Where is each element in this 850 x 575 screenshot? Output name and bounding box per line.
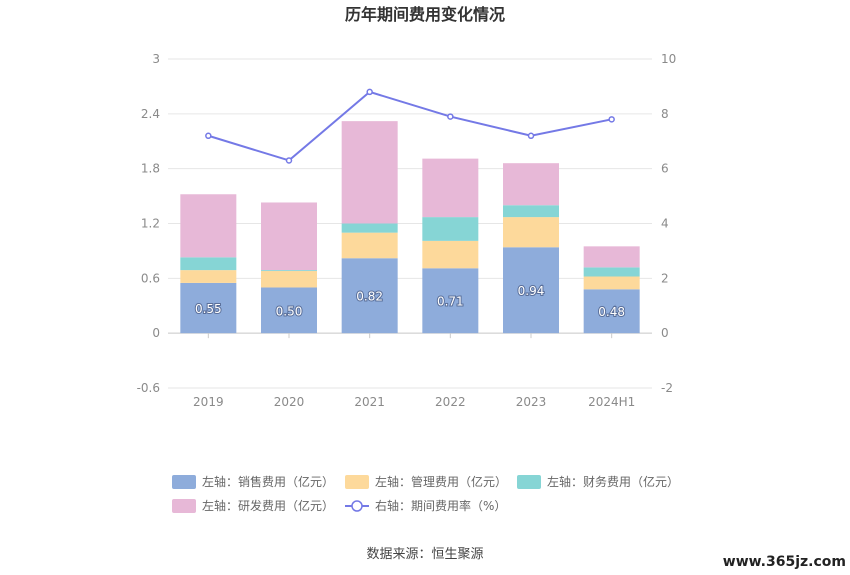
legend-label: 右轴：期间费用率（%） bbox=[375, 498, 506, 513]
legend-swatch bbox=[345, 475, 369, 489]
bar-segment bbox=[583, 246, 640, 268]
bar-segment bbox=[583, 289, 640, 334]
left-tick-label: -0.6 bbox=[137, 381, 160, 395]
legend-label: 左轴：销售费用（亿元） bbox=[202, 474, 334, 489]
x-axis: 2019 2020 2021 2022 2023 2024H1 bbox=[193, 333, 635, 409]
left-tick-label: 2.4 bbox=[141, 107, 160, 121]
right-axis: 10 8 6 4 2 0 -2 bbox=[661, 52, 676, 395]
bar-segment bbox=[422, 240, 479, 269]
right-tick-label: 10 bbox=[661, 52, 676, 66]
legend-swatch bbox=[172, 499, 196, 513]
bar-segment bbox=[583, 267, 640, 277]
rate-point bbox=[527, 132, 535, 140]
bar-segment bbox=[503, 217, 559, 248]
bar-segment bbox=[341, 223, 398, 233]
data-label: 0.71 bbox=[437, 295, 464, 309]
data-label: 0.50 bbox=[276, 304, 303, 318]
right-tick-label: 8 bbox=[661, 107, 669, 121]
bars: 0.55 0.50 0.82 0.71 0.94 0.48 bbox=[180, 121, 640, 334]
legend-item[interactable]: 左轴：销售费用（亿元） bbox=[172, 474, 334, 489]
left-tick-label: 0 bbox=[152, 326, 160, 340]
bar-segment bbox=[341, 258, 398, 334]
legend-item[interactable]: 右轴：期间费用率（%） bbox=[345, 498, 506, 513]
left-tick-label: 3 bbox=[152, 52, 160, 66]
grid bbox=[168, 58, 652, 389]
bar-segment bbox=[261, 287, 317, 334]
left-tick-label: 0.6 bbox=[141, 271, 160, 285]
x-tick-label: 2021 bbox=[354, 395, 385, 409]
rate-point bbox=[205, 132, 212, 140]
rate-point bbox=[285, 157, 293, 164]
legend-label: 左轴：管理费用（亿元） bbox=[375, 474, 507, 489]
right-tick-label: 0 bbox=[661, 326, 669, 340]
bar-segment bbox=[503, 247, 559, 334]
legend-label: 左轴：财务费用（亿元） bbox=[547, 474, 679, 489]
data-label: 0.48 bbox=[598, 305, 625, 319]
legend[interactable]: 左轴：销售费用（亿元） 左轴：管理费用（亿元） 左轴：财务费用（亿元） 左轴：研发费用… bbox=[172, 474, 679, 513]
right-tick-label: 2 bbox=[661, 271, 669, 285]
rate-line bbox=[205, 88, 615, 164]
x-tick-label: 2022 bbox=[435, 395, 466, 409]
x-tick-label: 2020 bbox=[274, 395, 305, 409]
legend-marker bbox=[351, 500, 363, 512]
rate-point bbox=[608, 116, 615, 123]
bar-segment bbox=[341, 121, 398, 224]
data-label: 0.82 bbox=[356, 290, 383, 304]
legend-label: 左轴：研发费用（亿元） bbox=[202, 498, 334, 513]
bar-segment bbox=[503, 205, 559, 218]
chart-title: 历年期间费用变化情况 bbox=[345, 5, 505, 24]
bar-segment bbox=[583, 276, 640, 290]
legend-swatch bbox=[172, 475, 196, 489]
bar-segment bbox=[422, 217, 479, 241]
left-tick-label: 1.2 bbox=[141, 217, 160, 231]
data-label: 0.55 bbox=[195, 302, 222, 316]
x-tick-label: 2024H1 bbox=[588, 395, 635, 409]
x-tick-label: 2019 bbox=[193, 395, 224, 409]
right-tick-label: 6 bbox=[661, 162, 669, 176]
bar-segment bbox=[180, 257, 237, 271]
legend-item[interactable]: 左轴：财务费用（亿元） bbox=[517, 474, 679, 489]
rate-point bbox=[447, 113, 454, 120]
bar-segment bbox=[261, 202, 317, 271]
data-label: 0.94 bbox=[518, 284, 545, 298]
rate-point bbox=[366, 88, 373, 96]
legend-swatch bbox=[517, 475, 541, 489]
bar-segment bbox=[422, 268, 479, 334]
legend-item[interactable]: 左轴：管理费用（亿元） bbox=[345, 474, 507, 489]
rate-line-path bbox=[208, 90, 612, 162]
watermark: www.365jz.com bbox=[723, 554, 846, 570]
bar-segment bbox=[422, 158, 479, 218]
bar-segment bbox=[180, 270, 237, 283]
bar-segment bbox=[180, 282, 237, 334]
left-axis: 3 2.4 1.8 1.2 0.6 0 -0.6 bbox=[137, 52, 160, 395]
bar-segment bbox=[261, 271, 317, 288]
bar-segment bbox=[503, 163, 559, 206]
right-tick-label: -2 bbox=[661, 381, 673, 395]
x-tick-label: 2023 bbox=[516, 395, 547, 409]
source-note: 数据来源：恒生聚源 bbox=[366, 547, 483, 562]
right-tick-label: 4 bbox=[661, 217, 669, 231]
bar-segment bbox=[180, 194, 237, 258]
legend-item[interactable]: 左轴：研发费用（亿元） bbox=[172, 498, 334, 513]
left-tick-label: 1.8 bbox=[141, 162, 160, 176]
bar-segment bbox=[261, 270, 317, 272]
bar-segment bbox=[341, 232, 398, 259]
